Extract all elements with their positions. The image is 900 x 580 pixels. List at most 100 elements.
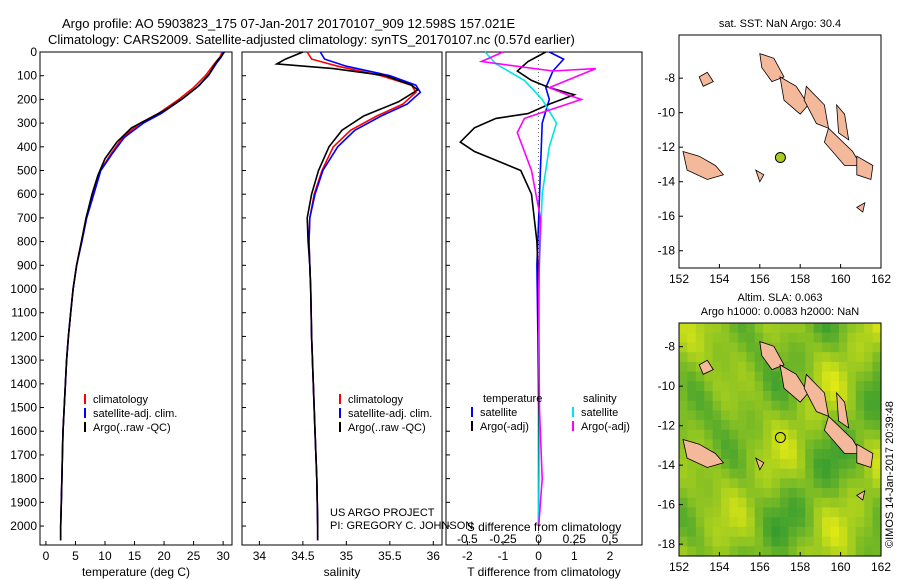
sla-field-cell — [788, 468, 798, 479]
x-tick-label: 0 — [535, 549, 542, 563]
sla-field-cell — [721, 546, 731, 557]
legend-header-temperature: temperature — [483, 393, 542, 405]
sla-field-cell — [805, 478, 815, 489]
sla-field-cell — [712, 536, 722, 547]
y-tick-label: 200 — [17, 92, 37, 106]
y-tick-label: 1800 — [10, 472, 37, 486]
sla-field-cell — [763, 468, 773, 479]
map-y-tick-label: -8 — [664, 71, 675, 85]
sla-field-cell — [746, 468, 756, 479]
sla-field-cell — [805, 526, 815, 538]
x-tick-label: 5 — [72, 549, 79, 563]
legend-label: satellite — [480, 407, 517, 419]
sla-field-cell — [712, 381, 722, 392]
sla-field-cell — [813, 478, 823, 489]
sla-field-cell — [830, 458, 840, 470]
sla-field-cell — [695, 497, 705, 509]
y-tick-label: 700 — [17, 211, 37, 225]
temperature-panel: 0 5 10 15 20 25 30 temperature (deg C) 0 100 200 30… — [10, 45, 233, 579]
sla-field-cell — [855, 371, 865, 382]
sla-field-cell — [695, 429, 705, 441]
sla-field-cell — [872, 342, 882, 353]
sla-field-cell — [847, 371, 857, 382]
sla-field-cell — [855, 342, 865, 353]
sla-field-cell — [712, 439, 722, 450]
sla-field-cell — [771, 458, 781, 470]
sla-field-cell — [813, 352, 823, 363]
sla-field-cell — [771, 371, 781, 382]
sla-field-cell — [679, 488, 689, 499]
sla-field-cell — [838, 323, 848, 334]
sla-field-cell — [872, 507, 882, 518]
sla-field-cell — [796, 420, 806, 431]
sla-field-cell — [838, 352, 848, 363]
sla-field-cell — [737, 323, 747, 334]
legend-header-salinity: salinity — [583, 393, 617, 405]
sla-field-cell — [771, 468, 781, 479]
sla-field-cell — [780, 507, 790, 518]
sla-field-cell — [855, 439, 865, 450]
sla-field-cell — [864, 390, 874, 402]
sla-field-cell — [822, 332, 832, 344]
sla-field-cell — [712, 468, 722, 479]
legend-label: climatology — [93, 394, 149, 406]
sla-field-cell — [838, 478, 848, 489]
sla-field-cell — [847, 517, 857, 528]
sla-field-cell — [721, 439, 731, 450]
sla-field-cell — [822, 352, 832, 363]
sla-field-cell — [737, 352, 747, 363]
sla-field-cell — [796, 323, 806, 334]
x-tick-label: 30 — [216, 549, 230, 563]
sla-field-cell — [763, 478, 773, 489]
project-line1: US ARGO PROJECT — [330, 507, 435, 519]
sla-field-cell — [830, 536, 840, 547]
sla-field-cell — [687, 468, 697, 479]
sla-field-cell — [847, 332, 857, 344]
sla-field-cell — [679, 390, 689, 402]
sla-field-cell — [805, 332, 815, 344]
sla-field-cell — [746, 352, 756, 363]
sla-field-cell — [813, 507, 823, 518]
sla-field-cell — [754, 381, 764, 392]
sla-field-cell — [721, 410, 731, 421]
sla-field-cell — [822, 536, 832, 547]
sla-field-cell — [847, 478, 857, 489]
sla-field-cell — [813, 449, 823, 460]
sla-field-cell — [872, 488, 882, 499]
sla-field-cell — [712, 410, 722, 421]
sla-field-cell — [695, 371, 705, 382]
island-coastline — [836, 391, 850, 429]
sla-field-cell — [737, 400, 747, 411]
sla-field-cell — [771, 488, 781, 499]
sla-field-cell — [788, 488, 798, 499]
map-x-tick-label: 160 — [831, 272, 851, 286]
sla-field-cell — [780, 390, 790, 402]
sla-field-cell — [822, 381, 832, 392]
sla-field-cell — [695, 478, 705, 489]
sla-field-cell — [864, 332, 874, 344]
sla-field-cell — [813, 323, 823, 334]
sla-field-cell — [830, 546, 840, 557]
sla-field-cell — [729, 449, 739, 460]
sla-field-cell — [763, 420, 773, 431]
sla-field-cell — [754, 517, 764, 528]
sla-field-cell — [746, 371, 756, 382]
sla-field-cell — [729, 526, 739, 538]
map-title: Argo h1000: 0.0083 h2000: NaN — [701, 306, 859, 318]
plot-frame — [445, 51, 643, 546]
sla-field-cell — [737, 420, 747, 431]
sla-field-cell — [737, 371, 747, 382]
sla-field-cell — [847, 410, 857, 421]
sla-field-cell — [872, 390, 882, 402]
sla-field-cell — [855, 526, 865, 538]
sla-field-cell — [712, 546, 722, 557]
sla-field-cell — [830, 488, 840, 499]
sla-field-cell — [687, 478, 697, 489]
sla-field-cell — [838, 458, 848, 470]
sla-field-cell — [679, 497, 689, 509]
sla-field-cell — [704, 400, 714, 411]
sla-field-cell — [695, 352, 705, 363]
sla-field-cell — [704, 468, 714, 479]
sla-field-cell — [855, 468, 865, 479]
sla-field-cell — [704, 507, 714, 518]
